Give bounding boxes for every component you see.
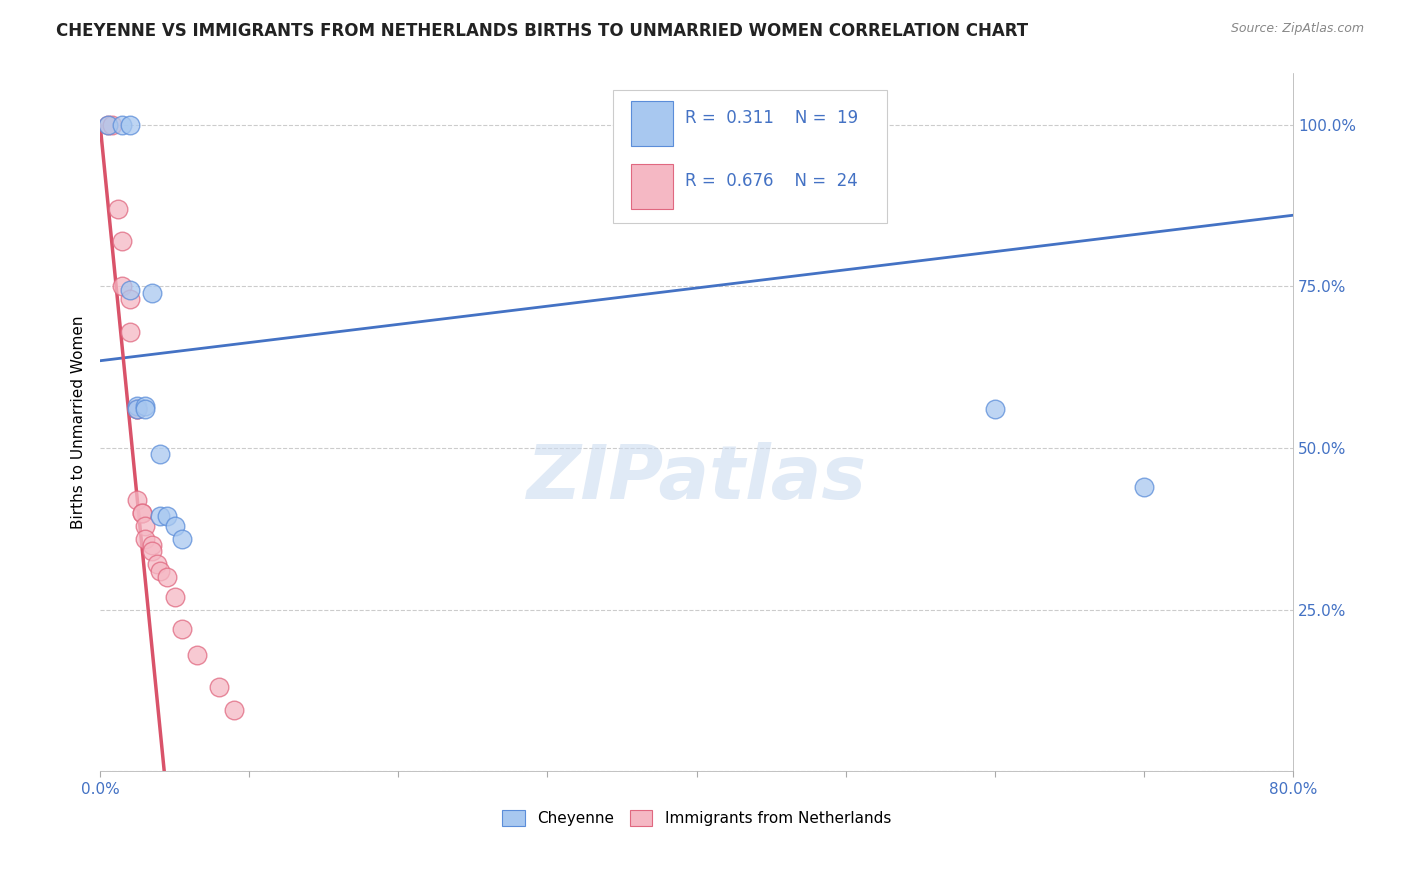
Text: R =  0.676    N =  24: R = 0.676 N = 24 xyxy=(685,172,858,190)
Legend: Cheyenne, Immigrants from Netherlands: Cheyenne, Immigrants from Netherlands xyxy=(495,802,898,833)
Point xyxy=(118,293,141,307)
Point xyxy=(111,234,134,248)
Point xyxy=(127,402,149,417)
Text: ZIPatlas: ZIPatlas xyxy=(527,442,866,515)
Point xyxy=(655,118,678,132)
Point xyxy=(131,506,153,520)
Point xyxy=(172,622,194,636)
Point xyxy=(118,283,141,297)
Point xyxy=(127,399,149,413)
FancyBboxPatch shape xyxy=(631,101,672,146)
Point xyxy=(984,402,1007,417)
FancyBboxPatch shape xyxy=(613,90,887,223)
Point xyxy=(163,518,186,533)
Point xyxy=(134,402,156,417)
Point xyxy=(149,448,172,462)
Point xyxy=(149,508,172,523)
Point xyxy=(97,118,120,132)
Point xyxy=(172,532,194,546)
Text: CHEYENNE VS IMMIGRANTS FROM NETHERLANDS BIRTHS TO UNMARRIED WOMEN CORRELATION CH: CHEYENNE VS IMMIGRANTS FROM NETHERLANDS … xyxy=(56,22,1028,40)
Point xyxy=(186,648,208,662)
Point xyxy=(131,506,153,520)
Text: Source: ZipAtlas.com: Source: ZipAtlas.com xyxy=(1230,22,1364,36)
Point xyxy=(134,399,156,413)
Point xyxy=(127,492,149,507)
Point xyxy=(134,518,156,533)
Point xyxy=(1133,480,1156,494)
Point xyxy=(111,279,134,293)
Point xyxy=(224,703,246,717)
Y-axis label: Births to Unmarried Women: Births to Unmarried Women xyxy=(72,316,86,529)
Point xyxy=(97,118,120,132)
Point xyxy=(127,402,149,417)
Point xyxy=(118,118,141,132)
Point xyxy=(101,118,124,132)
Point xyxy=(141,538,163,552)
Point xyxy=(127,402,149,417)
Point xyxy=(208,681,231,695)
Point xyxy=(141,544,163,558)
Point xyxy=(118,325,141,339)
Point xyxy=(111,118,134,132)
FancyBboxPatch shape xyxy=(631,164,672,209)
Point xyxy=(134,532,156,546)
Point xyxy=(146,558,169,572)
Point xyxy=(107,202,129,216)
Point xyxy=(156,508,179,523)
Point xyxy=(149,564,172,578)
Text: R =  0.311    N =  19: R = 0.311 N = 19 xyxy=(685,110,858,128)
Point xyxy=(141,285,163,300)
Point xyxy=(156,570,179,584)
Point xyxy=(163,590,186,604)
